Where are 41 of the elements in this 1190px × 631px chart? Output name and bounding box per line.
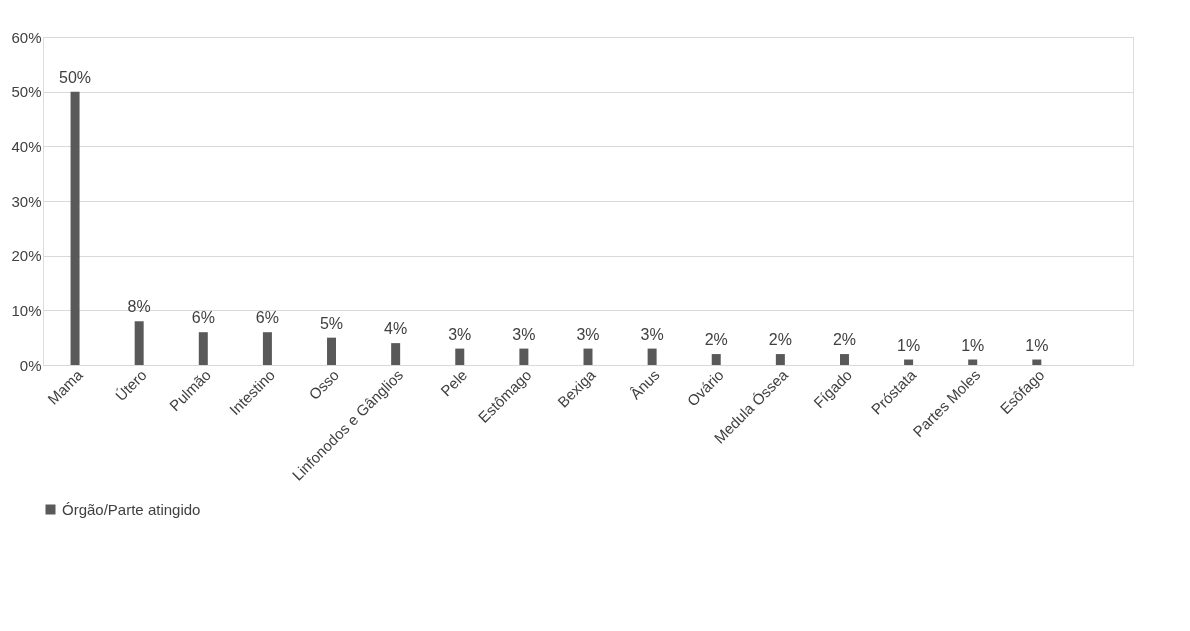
data-label: 3% [512, 325, 536, 343]
data-label: 2% [704, 331, 728, 349]
bar [775, 354, 785, 365]
data-label: 8% [127, 298, 151, 316]
data-label: 5% [319, 314, 344, 332]
data-label: 4% [384, 320, 408, 338]
bar [968, 359, 978, 365]
data-label: 1% [961, 336, 985, 354]
bar [70, 91, 80, 365]
data-label: 6% [255, 309, 279, 327]
bar [519, 348, 529, 365]
bar [262, 332, 272, 365]
y-tick-label: 20% [11, 247, 42, 265]
bar [198, 332, 208, 365]
bar [1032, 359, 1042, 365]
y-tick-label: 40% [11, 137, 42, 155]
data-label: 1% [1025, 336, 1049, 354]
x-tick-label: Pele [437, 366, 471, 400]
data-label: 3% [448, 325, 472, 343]
data-label: 6% [191, 309, 215, 327]
legend-label: Órgão/Parte atingido [62, 500, 201, 518]
data-label: 2% [832, 331, 857, 349]
y-tick-label: 50% [11, 83, 42, 101]
data-label: 3% [576, 325, 600, 343]
bar [711, 354, 721, 365]
y-tick-label: 10% [11, 301, 42, 319]
y-tick-label: 30% [11, 192, 42, 210]
bar [134, 321, 144, 365]
bar [583, 348, 593, 365]
bar [327, 337, 337, 365]
bar [904, 359, 914, 365]
data-label: 3% [640, 325, 664, 343]
y-tick-label: 0% [19, 356, 42, 374]
y-tick-label: 60% [11, 28, 42, 46]
bar [391, 343, 401, 365]
bar [455, 348, 465, 365]
data-label: 1% [897, 336, 921, 354]
bar [647, 348, 657, 365]
bar [839, 354, 849, 365]
data-label: 50% [59, 68, 92, 86]
data-label: 2% [768, 331, 792, 349]
